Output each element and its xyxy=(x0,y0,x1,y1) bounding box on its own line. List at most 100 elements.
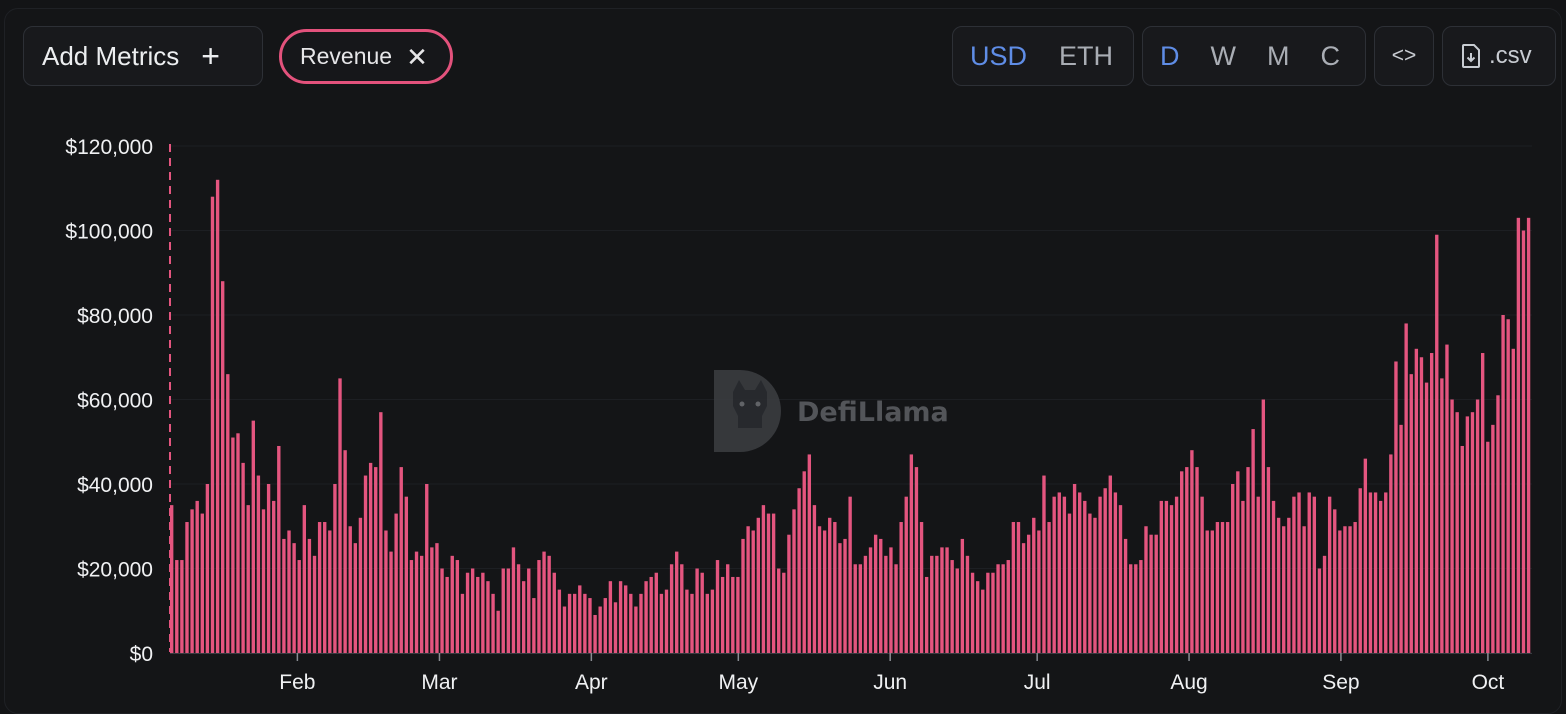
bar[interactable] xyxy=(425,484,429,653)
bar[interactable] xyxy=(363,475,368,653)
bar[interactable] xyxy=(858,564,863,653)
bar[interactable] xyxy=(384,530,388,653)
bar[interactable] xyxy=(302,505,306,654)
bar[interactable] xyxy=(419,555,424,653)
metric-chip-revenue[interactable]: Revenue ✕ xyxy=(279,29,453,84)
bar[interactable] xyxy=(578,585,582,653)
bar[interactable] xyxy=(1169,505,1174,654)
bar[interactable] xyxy=(1491,424,1495,653)
bar[interactable] xyxy=(828,517,832,653)
period-option-cumulative[interactable]: C xyxy=(1320,40,1340,71)
bar[interactable] xyxy=(996,564,1000,653)
bar[interactable] xyxy=(272,500,276,653)
period-option-daily[interactable]: D xyxy=(1160,40,1180,71)
period-option-monthly[interactable]: M xyxy=(1266,40,1290,71)
bar[interactable] xyxy=(1414,348,1419,653)
bar[interactable] xyxy=(710,589,715,654)
bar[interactable] xyxy=(251,420,255,654)
bar[interactable] xyxy=(659,593,664,653)
bar[interactable] xyxy=(1506,319,1510,653)
bar[interactable] xyxy=(1516,217,1521,653)
bar[interactable] xyxy=(200,513,204,653)
bar[interactable] xyxy=(1159,500,1163,653)
bar[interactable] xyxy=(266,484,271,653)
bar[interactable] xyxy=(358,517,363,653)
bar[interactable] xyxy=(1231,484,1235,653)
bar[interactable] xyxy=(1108,475,1112,653)
bar[interactable] xyxy=(476,576,480,653)
bar[interactable] xyxy=(312,555,317,653)
bar[interactable] xyxy=(1480,353,1485,653)
bar[interactable] xyxy=(613,602,618,653)
bar[interactable] xyxy=(374,467,378,653)
bar[interactable] xyxy=(1526,217,1531,653)
bar[interactable] xyxy=(675,551,679,653)
bar[interactable] xyxy=(1251,429,1255,653)
bar[interactable] xyxy=(445,576,449,653)
bar[interactable] xyxy=(817,526,822,653)
bar[interactable] xyxy=(1465,416,1470,653)
bar[interactable] xyxy=(1241,500,1245,653)
bar[interactable] xyxy=(1501,315,1505,653)
bar[interactable] xyxy=(226,374,230,653)
bar[interactable] xyxy=(1200,496,1204,653)
bar[interactable] xyxy=(1180,471,1184,653)
bar[interactable] xyxy=(210,196,215,653)
bar[interactable] xyxy=(1195,467,1199,653)
bar[interactable] xyxy=(430,547,434,654)
bar[interactable] xyxy=(588,598,592,653)
bar[interactable] xyxy=(1067,513,1072,653)
bar[interactable] xyxy=(328,530,332,653)
bar[interactable] xyxy=(1404,323,1408,653)
bar[interactable] xyxy=(700,572,704,653)
bar[interactable] xyxy=(1409,374,1413,653)
bar[interactable] xyxy=(761,505,766,654)
bar[interactable] xyxy=(930,555,934,653)
bar[interactable] xyxy=(572,593,577,653)
bar[interactable] xyxy=(486,581,490,653)
bar[interactable] xyxy=(899,522,903,653)
bar[interactable] xyxy=(1327,496,1332,653)
bar[interactable] xyxy=(1093,517,1097,653)
bar[interactable] xyxy=(460,593,465,653)
bar[interactable] xyxy=(1424,382,1429,653)
bar[interactable] xyxy=(1353,522,1357,653)
bar[interactable] xyxy=(496,610,500,653)
bar[interactable] xyxy=(868,547,873,654)
bar[interactable] xyxy=(521,581,526,653)
bar[interactable] xyxy=(960,538,965,653)
bar[interactable] xyxy=(608,581,613,653)
bar[interactable] xyxy=(1072,484,1077,653)
bar[interactable] xyxy=(185,522,189,653)
bar[interactable] xyxy=(1276,517,1281,653)
bar[interactable] xyxy=(1384,492,1388,653)
bar[interactable] xyxy=(1440,378,1444,654)
bar[interactable] xyxy=(782,572,786,653)
bar[interactable] xyxy=(348,526,352,653)
bar[interactable] xyxy=(1378,500,1383,653)
bar[interactable] xyxy=(1118,505,1123,654)
bar[interactable] xyxy=(1271,500,1276,653)
bar[interactable] xyxy=(1363,458,1368,653)
bar[interactable] xyxy=(317,522,322,653)
bar[interactable] xyxy=(1037,530,1041,653)
bar[interactable] xyxy=(1047,522,1051,653)
bar[interactable] xyxy=(797,488,801,653)
bar[interactable] xyxy=(873,534,878,653)
bar[interactable] xyxy=(1373,492,1378,653)
bar[interactable] xyxy=(1399,424,1403,653)
bar[interactable] xyxy=(736,576,740,653)
bar[interactable] xyxy=(940,547,944,654)
bar[interactable] xyxy=(970,572,975,653)
bar[interactable] xyxy=(894,564,898,653)
bar[interactable] xyxy=(552,572,556,653)
bar[interactable] xyxy=(1435,234,1439,654)
bar[interactable] xyxy=(715,560,720,653)
bar[interactable] xyxy=(1052,496,1056,653)
bar[interactable] xyxy=(822,530,827,653)
bar[interactable] xyxy=(889,547,893,654)
bar[interactable] xyxy=(593,614,597,653)
bar[interactable] xyxy=(547,555,551,653)
bar[interactable] xyxy=(190,509,194,653)
currency-option-usd[interactable]: USD xyxy=(970,40,1028,71)
